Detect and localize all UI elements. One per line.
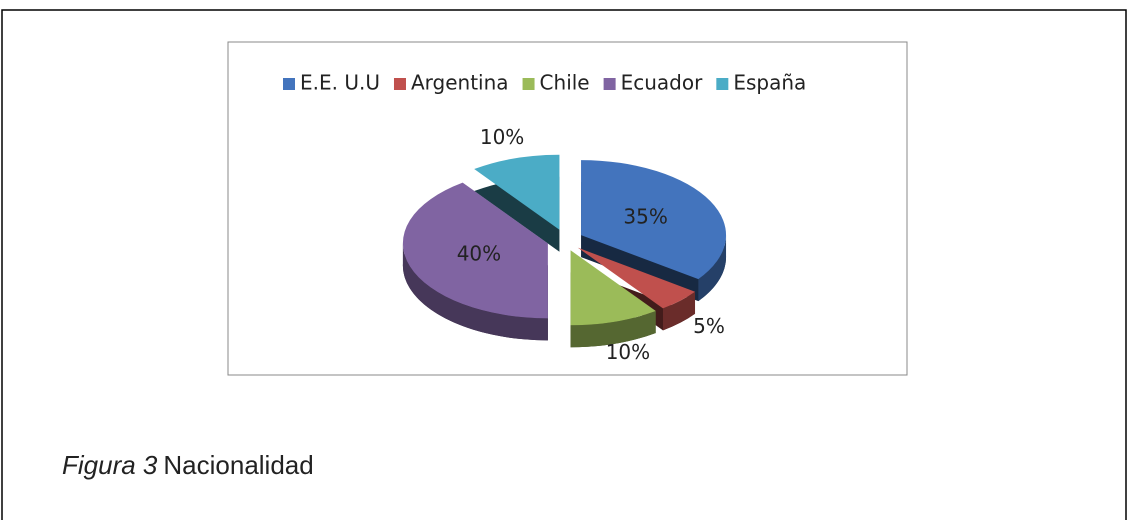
legend-swatch [283,78,295,90]
legend-label: España [733,71,806,95]
data-label: 35% [623,205,667,229]
slice [402,182,548,319]
slice [577,247,696,309]
slice-side [662,291,696,331]
legend-swatch [603,78,616,90]
caption-label: Figura 3 [62,450,158,480]
slice-side [570,310,656,348]
legend-swatch [522,78,535,90]
legend-label: Chile [540,71,590,95]
legend-label: Ecuador [621,71,703,95]
slice [581,160,727,280]
legend-swatch [716,78,729,90]
slice-side [402,243,548,341]
data-label: 10% [480,125,524,149]
caption-text: Nacionalidad [163,450,313,480]
legend-label: Argentina [411,71,509,95]
data-label: 40% [457,241,501,265]
pie [402,154,727,348]
data-label: 10% [606,340,650,364]
frame [1,9,1127,520]
data-label: 5% [693,314,725,338]
slice [570,250,656,326]
slice [474,154,560,230]
chart-box [227,41,908,376]
legend-swatch [393,78,406,90]
caption: Figura 3 Nacionalidad [62,450,314,480]
legend-label: E.E. U.U [300,71,380,95]
slice-side [698,235,727,302]
